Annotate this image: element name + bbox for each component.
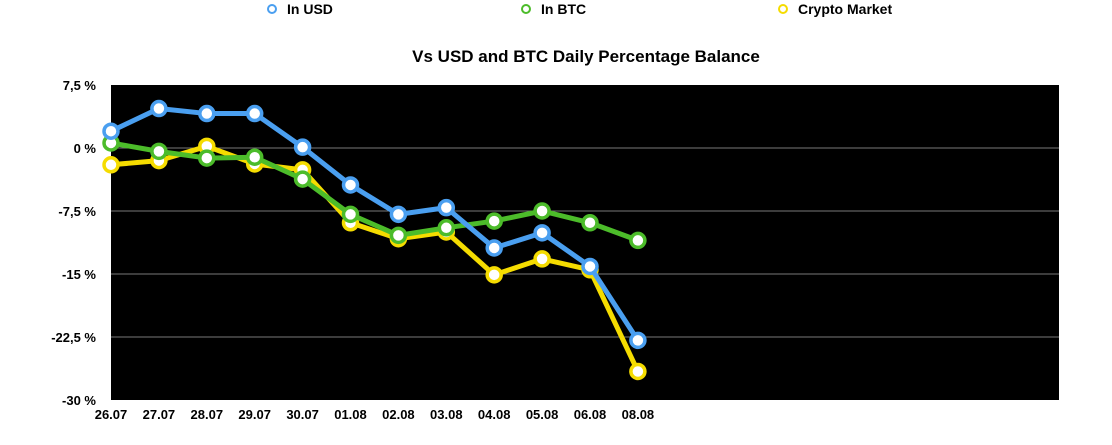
series-in-btc <box>102 134 647 250</box>
data-point <box>389 205 408 224</box>
plot-area <box>111 85 1059 400</box>
x-tick-label: 01.08 <box>334 407 367 422</box>
y-axis-ticks: 7,5 % 0 % -7,5 % -15 % -22,5 % -30 % <box>51 78 96 408</box>
legend-label: In USD <box>287 1 333 17</box>
x-tick-label: 02.08 <box>382 407 415 422</box>
data-point <box>629 331 647 350</box>
legend-item: Crypto Market <box>778 1 892 17</box>
data-point <box>102 122 120 140</box>
legend-marker <box>521 4 531 14</box>
x-tick-label: 26.07 <box>95 407 128 422</box>
data-point <box>629 362 647 381</box>
data-point <box>437 198 456 217</box>
y-tick-label: -22,5 % <box>51 330 96 345</box>
data-point <box>245 104 264 123</box>
series-in-usd <box>102 99 647 350</box>
data-point <box>533 224 551 242</box>
data-point <box>293 170 312 188</box>
x-tick-label: 29.07 <box>238 407 271 422</box>
x-axis-ticks: 26.07 27.07 28.07 29.07 30.07 01.08 02.08 03.08… <box>95 407 654 422</box>
data-point <box>629 231 647 250</box>
x-tick-label: 28.07 <box>191 407 224 422</box>
legend-marker <box>778 4 788 14</box>
data-point <box>389 226 408 245</box>
x-tick-label: 04.08 <box>478 407 511 422</box>
data-point <box>485 239 503 257</box>
legend-marker <box>267 4 277 14</box>
series-group <box>102 99 647 381</box>
data-point <box>198 104 216 123</box>
data-point <box>533 250 551 268</box>
x-tick-label: 03.08 <box>430 407 463 422</box>
y-tick-label: 7,5 % <box>63 78 97 93</box>
x-tick-label: 08.08 <box>622 407 655 422</box>
data-point <box>198 149 216 167</box>
data-point <box>293 138 312 156</box>
data-point <box>102 156 120 174</box>
y-tick-label: -30 % <box>62 393 96 408</box>
y-tick-label: 0 % <box>74 141 97 156</box>
data-point <box>485 212 503 230</box>
x-tick-label: 06.08 <box>574 407 607 422</box>
data-point <box>581 257 599 276</box>
data-point <box>533 202 551 220</box>
chart-legend: In USD In BTC Crypto Market <box>267 1 892 17</box>
legend-label: In BTC <box>541 1 586 17</box>
data-point <box>437 219 456 237</box>
x-tick-label: 30.07 <box>286 407 319 422</box>
data-point <box>341 205 360 224</box>
data-point <box>150 142 168 161</box>
legend-label: Crypto Market <box>798 1 892 17</box>
legend-item: In BTC <box>521 1 586 17</box>
y-tick-label: -7,5 % <box>58 204 96 219</box>
x-tick-label: 27.07 <box>143 407 176 422</box>
y-tick-label: -15 % <box>62 267 96 282</box>
data-point <box>150 99 168 118</box>
data-point <box>485 266 503 284</box>
legend-item: In USD <box>267 1 333 17</box>
x-tick-label: 05.08 <box>526 407 559 422</box>
chart-title: Vs USD and BTC Daily Percentage Balance <box>412 47 760 66</box>
data-point <box>245 148 264 166</box>
data-point <box>581 214 599 232</box>
data-point <box>341 176 360 194</box>
